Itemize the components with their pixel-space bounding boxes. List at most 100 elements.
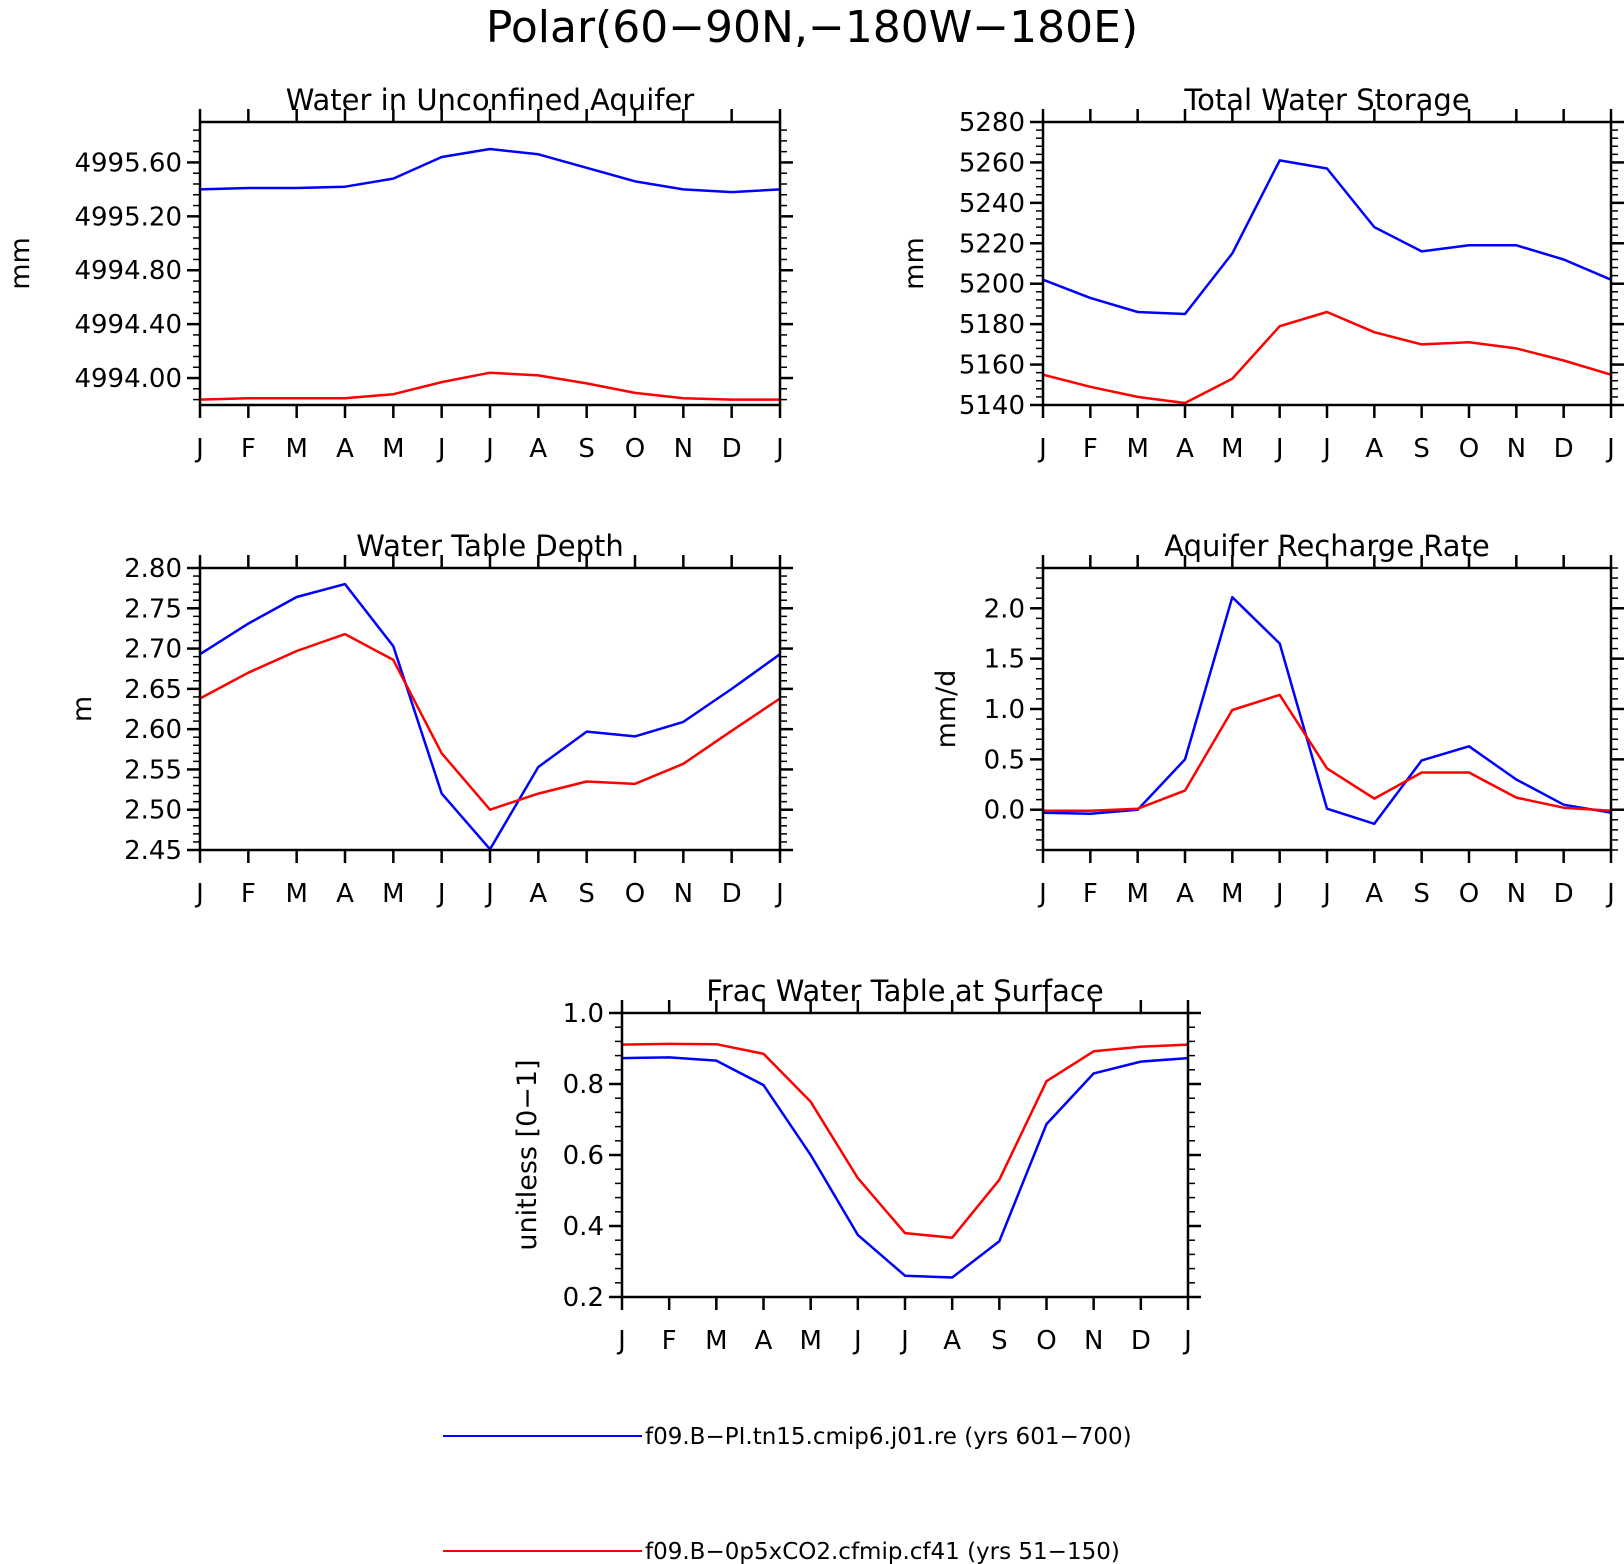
series-line-red — [1043, 693, 1612, 812]
x-tick-label: M — [799, 1326, 821, 1356]
x-tick-label: J — [436, 434, 446, 464]
x-tick-label: J — [852, 1326, 862, 1356]
x-tick-label: A — [529, 879, 547, 909]
series-line-blue — [1042, 159, 1612, 316]
x-tick-label: A — [1176, 879, 1194, 909]
x-tick-label: J — [1321, 434, 1331, 464]
y-tick-label: 5140 — [959, 391, 1025, 421]
x-tick-label: J — [1274, 879, 1284, 909]
x-tick-label: A — [1365, 879, 1383, 909]
y-tick-label: 5260 — [959, 148, 1025, 178]
x-tick-label: F — [1083, 434, 1098, 464]
y-tick-label: 1.0 — [563, 999, 604, 1029]
x-tick-label: D — [1131, 1326, 1151, 1356]
x-tick-label: J — [484, 879, 494, 909]
y-tick-label: 5280 — [959, 108, 1025, 138]
y-tick-label: 4994.40 — [74, 310, 182, 340]
y-tick-label: 0.5 — [984, 745, 1025, 775]
x-tick-label: J — [774, 434, 784, 464]
x-tick-label: J — [1274, 434, 1284, 464]
y-tick-label: 5160 — [959, 351, 1025, 381]
x-tick-label: S — [578, 434, 595, 464]
x-tick-label: J — [194, 434, 204, 464]
y-tick-label: 2.60 — [124, 715, 182, 745]
plot-frame — [1041, 120, 1613, 407]
legend: f09.B−PI.tn15.cmip6.j01.re (yrs 601−700)… — [443, 1424, 1132, 1564]
y-tick-label: 5200 — [959, 270, 1025, 300]
plot-frame — [198, 566, 782, 852]
y-tick-label: 4994.80 — [74, 256, 182, 286]
x-tick-label: O — [1459, 434, 1479, 464]
legend-label-blue: f09.B−PI.tn15.cmip6.j01.re (yrs 601−700) — [645, 1424, 1132, 1450]
x-tick-label: O — [625, 434, 645, 464]
x-tick-label: A — [755, 1326, 773, 1356]
x-tick-label: S — [578, 879, 595, 909]
x-tick-label: M — [285, 879, 307, 909]
x-tick-label: D — [1554, 434, 1574, 464]
figure-title: Polar(60−90N,−180W−180E) — [486, 2, 1138, 53]
x-tick-label: D — [1554, 879, 1574, 909]
x-tick-label: F — [662, 1326, 677, 1356]
y-tick-label: 5240 — [959, 189, 1025, 219]
series-line-red — [1042, 310, 1612, 405]
x-tick-label: J — [1321, 879, 1331, 909]
x-tick-label: S — [991, 1326, 1008, 1356]
y-axis-label: mm/d — [931, 670, 962, 749]
x-tick-label: A — [336, 879, 354, 909]
x-tick-label: A — [943, 1326, 961, 1356]
y-tick-label: 4995.60 — [74, 148, 182, 178]
x-tick-label: M — [382, 434, 404, 464]
y-tick-label: 2.45 — [124, 836, 182, 866]
y-tick-label: 0.8 — [563, 1070, 604, 1100]
x-tick-label: M — [382, 879, 404, 909]
x-tick-label: M — [1126, 434, 1148, 464]
x-tick-label: O — [1036, 1326, 1056, 1356]
series-line-blue — [199, 147, 781, 194]
x-tick-label: M — [1221, 434, 1243, 464]
x-tick-label: A — [529, 434, 547, 464]
x-tick-label: S — [1413, 434, 1430, 464]
y-tick-label: 2.0 — [984, 594, 1025, 624]
series-line-red — [199, 371, 780, 401]
series-line-blue — [621, 1056, 1189, 1279]
x-tick-label: M — [705, 1326, 727, 1356]
x-tick-label: A — [1365, 434, 1383, 464]
y-tick-label: 5180 — [959, 310, 1025, 340]
y-tick-label: 0.6 — [563, 1141, 604, 1171]
y-tick-label: 0.0 — [984, 796, 1025, 826]
x-tick-label: M — [1221, 879, 1243, 909]
y-tick-label: 4995.20 — [74, 202, 182, 232]
y-tick-label: 0.4 — [563, 1212, 604, 1242]
plot-frame — [198, 120, 782, 407]
x-tick-label: N — [674, 434, 693, 464]
series-line-red — [199, 632, 781, 811]
x-tick-label: F — [241, 434, 256, 464]
x-tick-label: J — [774, 879, 784, 909]
series-line-blue — [1042, 595, 1612, 826]
x-tick-label: N — [674, 879, 693, 909]
y-tick-label: 5220 — [959, 229, 1025, 259]
x-tick-label: J — [1182, 1326, 1192, 1356]
plot-frame — [1041, 566, 1613, 852]
y-tick-label: 1.0 — [984, 695, 1025, 725]
x-tick-label: M — [285, 434, 307, 464]
x-tick-label: J — [1037, 879, 1047, 909]
y-tick-label: 1.5 — [984, 645, 1025, 675]
x-tick-label: J — [1605, 879, 1615, 909]
plot-frame — [620, 1011, 1190, 1299]
x-tick-label: O — [625, 879, 645, 909]
y-axis-label: mm — [5, 237, 36, 290]
series-line-red — [621, 1042, 1189, 1239]
y-axis-label: unitless [0−1] — [512, 1059, 543, 1250]
y-tick-label: 2.70 — [124, 635, 182, 665]
y-tick-label: 4994.00 — [74, 364, 182, 394]
x-tick-label: A — [336, 434, 354, 464]
y-axis-label: m — [67, 696, 98, 722]
y-axis-label: mm — [899, 237, 930, 290]
y-tick-label: 2.75 — [124, 594, 182, 624]
